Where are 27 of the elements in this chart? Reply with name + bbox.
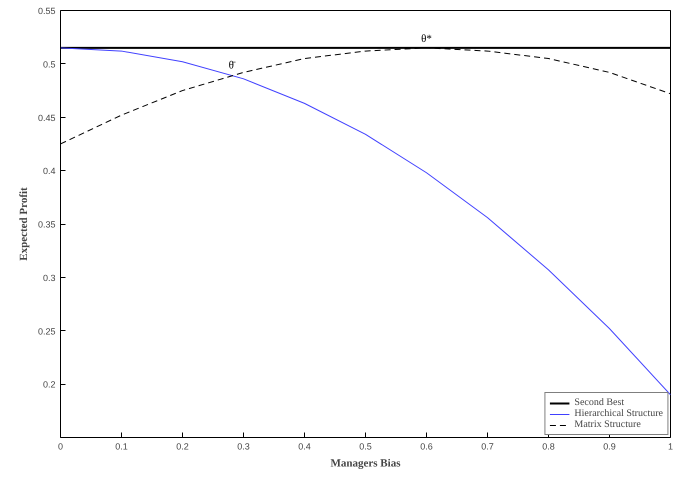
legend-label: Hierarchical Structure (574, 408, 663, 419)
line-series (60, 47, 670, 396)
x-axis-title: Managers Bias (330, 458, 402, 470)
x-tick-label: 0.7 (481, 442, 494, 452)
x-tick-label: 1 (668, 442, 674, 452)
y-tick-label: 0.2 (42, 380, 56, 390)
y-tick-label: 0.4 (42, 166, 56, 176)
y-tick-label: 0.25 (38, 326, 56, 336)
x-tick-label: 0.3 (237, 442, 250, 452)
x-tick-label: 0.2 (176, 442, 189, 452)
x-tick-label: 0.9 (603, 442, 616, 452)
x-tick-label: 0.1 (115, 442, 128, 452)
y-axis-title: Expected Profit (18, 186, 30, 261)
y-tick-label: 0.5 (42, 59, 56, 70)
y-tick-label: 0.35 (38, 220, 56, 230)
y-tick-label: 0.3 (42, 272, 56, 283)
y-tick-label: 0.45 (38, 112, 56, 123)
x-tick-label: 0.8 (542, 442, 555, 452)
legend-label: Second Best (574, 397, 624, 408)
x-tick-label: 0.4 (298, 442, 311, 452)
y-tick-label: 0.55 (38, 6, 56, 16)
annotation: θ̄ (228, 60, 236, 72)
legend-label: Matrix Structure (574, 419, 641, 430)
x-tick-label: 0 (58, 442, 64, 452)
x-tick-label: 0.6 (420, 442, 433, 452)
x-tick-label: 0.5 (359, 442, 372, 452)
annotation: θ* (421, 32, 432, 45)
